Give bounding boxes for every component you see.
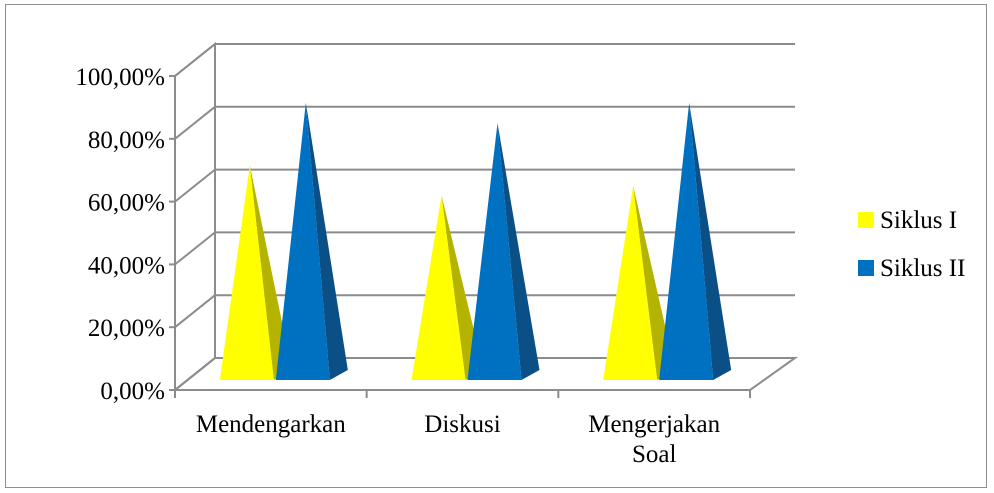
y-tick-label: 0,00% xyxy=(100,378,165,405)
pyramid-side xyxy=(249,165,292,380)
pyramid-face xyxy=(603,185,658,380)
gridline-side xyxy=(174,357,216,391)
pyramid-bar xyxy=(219,165,292,380)
pyramid-side xyxy=(305,102,348,380)
pyramid-face xyxy=(659,102,714,380)
pyramid-bar xyxy=(659,102,732,380)
pyramid-face xyxy=(219,165,274,380)
legend-label: Siklus II xyxy=(880,255,965,282)
legend: Siklus I Siklus II xyxy=(858,207,965,282)
y-tick-label: 20,00% xyxy=(88,315,165,342)
y-tick-label: 40,00% xyxy=(88,252,165,279)
x-tick-label: Mendengarkan xyxy=(196,411,346,438)
legend-swatch xyxy=(858,212,874,228)
gridline-side xyxy=(174,294,216,328)
axes xyxy=(169,75,751,398)
pyramid-bar xyxy=(275,102,348,380)
y-tick-label: 100,00% xyxy=(75,64,165,91)
x-tick-labels: Mendengarkan Diskusi Mengerjakan Soal xyxy=(196,411,721,468)
pyramid-bar xyxy=(467,123,540,380)
y-tick-label: 80,00% xyxy=(88,127,165,154)
legend-label: Siklus I xyxy=(880,207,957,234)
pyramid-side xyxy=(689,102,732,380)
legend-swatch xyxy=(858,260,874,276)
pyramid-side xyxy=(497,123,540,380)
x-tick-label: Mengerjakan Soal xyxy=(588,411,720,468)
gridline-side xyxy=(174,168,216,203)
y-tick-label: 60,00% xyxy=(88,190,165,217)
x-tick-label: Diskusi xyxy=(424,411,500,438)
bars xyxy=(219,102,732,380)
side-wall xyxy=(174,41,216,393)
pyramid-face xyxy=(275,102,330,380)
y-tick-labels: 0,00% 20,00% 40,00% 60,00% 80,00% 100,00% xyxy=(75,64,165,405)
pyramid-face xyxy=(467,123,522,380)
gridline-side xyxy=(174,106,216,140)
pyramid-face xyxy=(411,195,466,380)
gridline-side xyxy=(174,43,216,77)
gridline-side xyxy=(174,231,216,266)
